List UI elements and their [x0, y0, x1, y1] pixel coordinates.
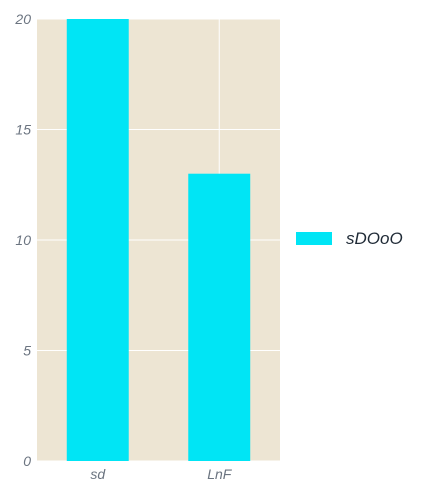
y-tick-label: 5 — [23, 343, 31, 359]
y-tick-label: 10 — [15, 232, 31, 248]
bar-sd[interactable] — [66, 19, 129, 461]
y-tick-label: 20 — [14, 11, 31, 27]
x-tick-label: sd — [90, 466, 106, 482]
y-axis-ticks: 0 5 10 15 20 — [14, 11, 31, 469]
x-axis-ticks: sd LnF — [90, 466, 232, 482]
y-tick-label: 0 — [23, 453, 31, 469]
legend-label-sDOoO: sDOoO — [346, 229, 403, 248]
bar-LnF[interactable] — [188, 173, 251, 461]
y-tick-label: 15 — [15, 122, 31, 138]
x-tick-label: LnF — [207, 466, 233, 482]
legend-swatch-sDOoO — [296, 232, 332, 245]
bars — [66, 19, 251, 461]
legend[interactable]: sDOoO — [296, 229, 403, 248]
